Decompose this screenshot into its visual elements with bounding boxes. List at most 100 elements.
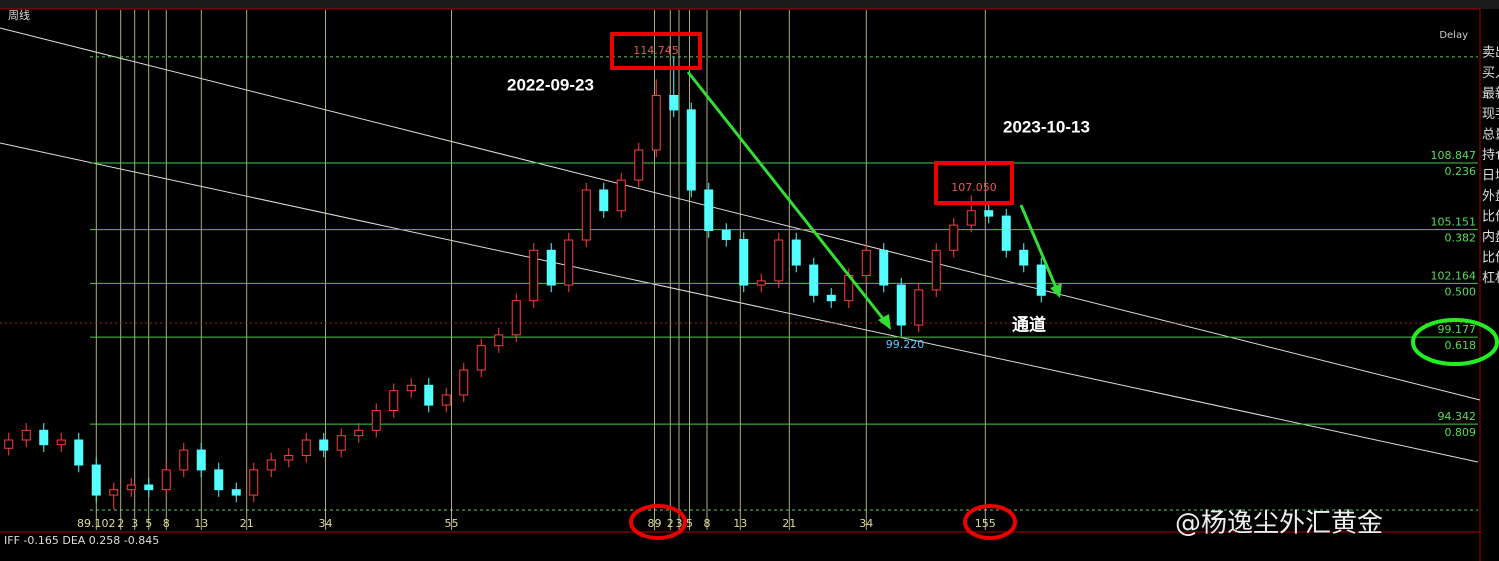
side-label: 买入 — [1482, 66, 1499, 81]
candle-body — [179, 449, 189, 471]
plot: 89.102 2 3 5 8 13 21 34 55 89 2 3 5 8 13 21 34 155108.847… — [0, 10, 1478, 530]
candle-body — [231, 489, 241, 496]
time-zone-label: 2 — [117, 517, 124, 530]
time-zone-label: 21 — [240, 517, 254, 530]
candle-body — [336, 435, 346, 451]
fib-price: 99.177 — [1438, 323, 1477, 336]
side-label: 总量 — [1482, 128, 1499, 143]
candle-body — [809, 264, 819, 296]
candle-body — [581, 189, 591, 241]
highlight-box — [610, 32, 702, 70]
time-zone-label: 5 — [686, 517, 693, 530]
candle-body — [949, 224, 959, 251]
candle-body — [144, 484, 154, 491]
candle-body — [1001, 215, 1011, 251]
fib-ratio: 0.500 — [1445, 285, 1477, 298]
candle-body — [4, 439, 14, 449]
candle-body — [756, 280, 766, 286]
highlight-box — [934, 161, 1014, 205]
candle-body — [686, 109, 696, 191]
candle-body — [91, 464, 101, 496]
circle-mark — [963, 504, 1017, 540]
candle-body — [284, 454, 294, 461]
arrow-head — [1050, 283, 1062, 298]
time-zone-label: 13 — [194, 517, 208, 530]
candle-body — [21, 429, 31, 441]
candle-body — [896, 284, 906, 326]
channel-annotation: 通道 — [1012, 314, 1046, 334]
candle-body — [651, 94, 661, 151]
candle-body — [721, 229, 731, 240]
candle-body — [966, 210, 976, 226]
candle-body — [914, 289, 924, 326]
candle-body — [494, 334, 504, 347]
period[interactable]: 周线 — [8, 8, 30, 22]
indicator: IFF -0.165 DEA 0.258 -0.845 — [4, 534, 159, 547]
candle-body — [441, 394, 451, 406]
time-zone-label: 34 — [859, 517, 873, 530]
fib-price: 102.164 — [1431, 269, 1477, 282]
candle-body — [739, 238, 749, 286]
candle-body — [634, 149, 644, 181]
time-zone-label: 21 — [782, 517, 796, 530]
candle-body — [1036, 264, 1046, 296]
arrow — [1019, 204, 1059, 291]
side-label: 日增 — [1482, 169, 1499, 184]
time-zone-label: 34 — [319, 517, 333, 530]
fib-price: 94.342 — [1438, 410, 1477, 423]
side-label: 持仓 — [1482, 148, 1499, 163]
candle-body — [826, 294, 836, 302]
side-label: 外盘 — [1482, 188, 1499, 204]
time-zone-label: 8 — [163, 517, 170, 530]
arrow — [686, 71, 890, 326]
time-zone-label: 2 — [667, 517, 674, 530]
fib-ratio: 0.236 — [1445, 165, 1477, 178]
candle-body — [774, 239, 784, 282]
trend-line — [0, 142, 1479, 463]
circle-mark — [1411, 318, 1499, 366]
candle-body — [791, 239, 801, 266]
candle-body — [861, 249, 871, 276]
time-zone-label: 3 — [676, 517, 683, 530]
candle-body — [56, 439, 66, 446]
fib-ratio: 0.618 — [1445, 339, 1477, 352]
fib-ratio: 0.382 — [1445, 232, 1477, 245]
side-label: 杠杆 — [1482, 270, 1499, 286]
candle-body — [564, 239, 574, 286]
candle-body — [126, 484, 136, 491]
side-label: 现手 — [1482, 107, 1499, 122]
time-zone-label: 89.102 — [77, 517, 116, 530]
candle-body — [39, 429, 49, 446]
side-label: 最新 — [1482, 86, 1499, 102]
arrow-head — [878, 314, 891, 330]
candle-body — [529, 249, 539, 302]
candle-body — [931, 249, 941, 291]
fib-ratio: 0.809 — [1445, 426, 1477, 439]
time-zone-label: 8 — [704, 517, 711, 530]
side-label: 比价 — [1482, 251, 1499, 266]
date-annotation: 2022-09-23 — [507, 75, 594, 94]
candle-body — [196, 449, 206, 471]
candle-body — [249, 469, 259, 496]
candle-body — [214, 469, 224, 491]
delay: Delay — [1439, 30, 1468, 41]
candle-body — [599, 189, 609, 212]
candle-body — [371, 409, 381, 431]
candle-body — [424, 384, 434, 406]
side-label: 卖出 — [1482, 46, 1499, 61]
time-zone-label: 13 — [733, 517, 747, 530]
side-label: 比价 — [1482, 210, 1499, 225]
candle-body — [161, 469, 171, 491]
time-zone-label: 55 — [445, 517, 459, 530]
low-label: 99.220 — [886, 338, 925, 351]
time-zone-label: 155 — [975, 517, 996, 530]
candle-body — [354, 429, 364, 437]
candle-body — [616, 179, 626, 212]
candle-body — [669, 94, 679, 111]
candle-body — [74, 439, 84, 466]
time-zone-label: 89 — [648, 517, 662, 530]
side-label: 内盘 — [1482, 229, 1499, 245]
